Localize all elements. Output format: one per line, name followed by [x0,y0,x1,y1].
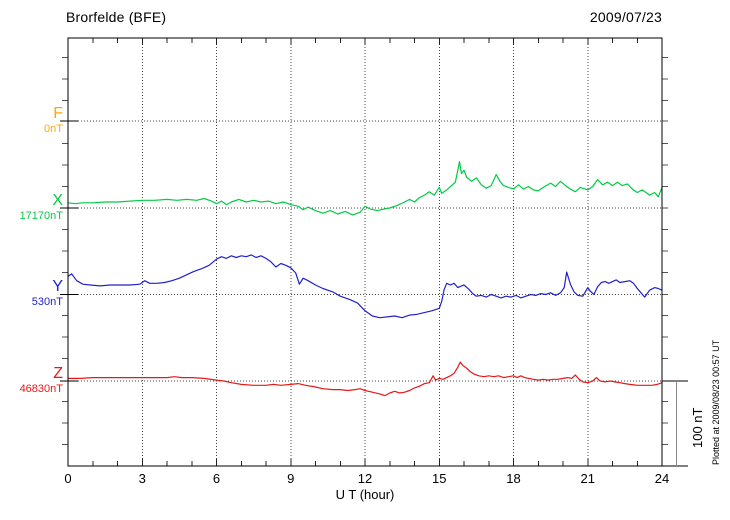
trace-x [67,161,663,216]
component-baseline-value: 530nT [31,296,63,308]
observatory-title: Brorfelde (BFE) [66,9,167,25]
series-label-f: F 0nT [44,105,63,136]
trace-z [68,361,663,397]
component-letter: F [53,105,63,122]
x-tick-label: 21 [580,471,595,486]
x-tick-label: 18 [506,471,521,486]
x-tick-label: 0 [64,471,72,486]
plot-frame [67,37,663,467]
component-baseline-value: 46830nT [19,383,63,395]
plot-date: 2009/07/23 [589,9,662,25]
scale-bar-label: 100 nT [690,407,705,448]
series-label-y: Y 530nT [32,278,63,309]
component-letter: X [52,192,63,209]
x-tick-label: 24 [654,471,670,486]
x-tick-label: 15 [432,471,447,486]
component-baseline-value: 17170nT [19,210,63,222]
x-axis-label: U T (hour) [335,487,395,502]
component-baseline-value: 0nT [44,123,63,135]
trace-y [67,254,663,319]
plotted-at-note: Plotted at 2009/08/23 00:57 UT [711,339,721,465]
x-tick-label: 9 [287,471,295,486]
series-label-x: X 17170nT [20,192,63,223]
x-tick-label: 12 [357,471,373,486]
x-tick-label: 3 [138,471,146,486]
x-tick-label: 6 [212,471,221,486]
component-letter: Z [53,365,63,382]
series-label-z: Z 46830nT [20,365,63,396]
component-letter: Y [52,278,63,295]
